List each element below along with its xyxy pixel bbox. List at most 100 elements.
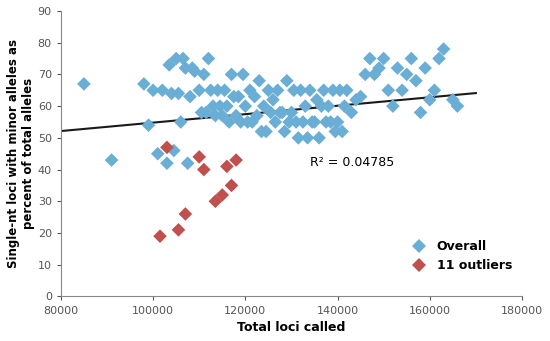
Point: [331, 129, 340, 134]
Point: [227, 72, 236, 77]
Point: [225, 119, 234, 125]
Point: [167, 91, 176, 96]
Point: [211, 198, 220, 204]
Point: [174, 91, 183, 96]
Point: [264, 88, 273, 93]
Point: [340, 103, 349, 109]
Point: [361, 72, 370, 77]
Point: [347, 110, 356, 115]
Point: [305, 88, 314, 93]
Point: [213, 88, 222, 93]
Point: [322, 119, 331, 125]
Point: [411, 78, 420, 84]
Point: [80, 81, 89, 87]
Point: [234, 94, 243, 99]
Legend: Overall, 11 outliers: Overall, 11 outliers: [403, 236, 516, 276]
Point: [255, 78, 263, 84]
Point: [183, 161, 192, 166]
Point: [379, 56, 388, 61]
Point: [200, 167, 208, 172]
Point: [252, 113, 261, 118]
Point: [202, 110, 211, 115]
Point: [248, 119, 257, 125]
Point: [169, 148, 178, 153]
Point: [439, 46, 448, 52]
Point: [430, 88, 439, 93]
Point: [144, 122, 153, 128]
Point: [179, 56, 188, 61]
Point: [448, 97, 457, 103]
Point: [336, 88, 344, 93]
Point: [188, 65, 197, 71]
Point: [218, 113, 227, 118]
Point: [241, 103, 250, 109]
Point: [296, 88, 305, 93]
Point: [262, 129, 271, 134]
Point: [239, 72, 248, 77]
Point: [107, 157, 116, 163]
Point: [301, 103, 310, 109]
Point: [165, 62, 174, 68]
Point: [393, 65, 402, 71]
Point: [218, 192, 227, 198]
Point: [268, 97, 277, 103]
Point: [197, 110, 206, 115]
Point: [156, 234, 164, 239]
Point: [280, 129, 289, 134]
Point: [273, 88, 282, 93]
Point: [326, 119, 335, 125]
Point: [285, 119, 294, 125]
Point: [200, 72, 208, 77]
Point: [287, 110, 296, 115]
Point: [294, 135, 302, 140]
Point: [181, 211, 190, 217]
Point: [250, 94, 259, 99]
Point: [338, 129, 346, 134]
Point: [328, 88, 337, 93]
Point: [303, 135, 312, 140]
Point: [232, 113, 240, 118]
Point: [375, 65, 383, 71]
Point: [163, 145, 172, 150]
Point: [148, 88, 157, 93]
Point: [282, 78, 291, 84]
Point: [278, 110, 287, 115]
Point: [324, 103, 333, 109]
Point: [289, 88, 298, 93]
Point: [163, 161, 172, 166]
Point: [208, 103, 217, 109]
Point: [453, 103, 462, 109]
Point: [158, 88, 167, 93]
Point: [299, 119, 307, 125]
Point: [421, 65, 430, 71]
Point: [190, 69, 199, 74]
Point: [236, 119, 245, 125]
Point: [260, 103, 268, 109]
X-axis label: Total loci called: Total loci called: [237, 321, 345, 334]
Point: [351, 97, 360, 103]
Point: [177, 119, 185, 125]
Point: [229, 94, 238, 99]
Point: [204, 56, 213, 61]
Point: [195, 154, 204, 160]
Point: [220, 88, 229, 93]
Point: [223, 103, 232, 109]
Point: [185, 94, 194, 99]
Point: [243, 119, 252, 125]
Point: [333, 119, 342, 125]
Point: [308, 119, 317, 125]
Point: [276, 110, 284, 115]
Point: [172, 56, 180, 61]
Point: [266, 110, 275, 115]
Point: [310, 119, 319, 125]
Point: [388, 103, 397, 109]
Point: [315, 135, 323, 140]
Point: [211, 113, 220, 118]
Point: [425, 97, 434, 103]
Point: [402, 72, 411, 77]
Point: [370, 72, 379, 77]
Point: [416, 110, 425, 115]
Point: [140, 81, 148, 87]
Point: [384, 88, 393, 93]
Point: [365, 56, 374, 61]
